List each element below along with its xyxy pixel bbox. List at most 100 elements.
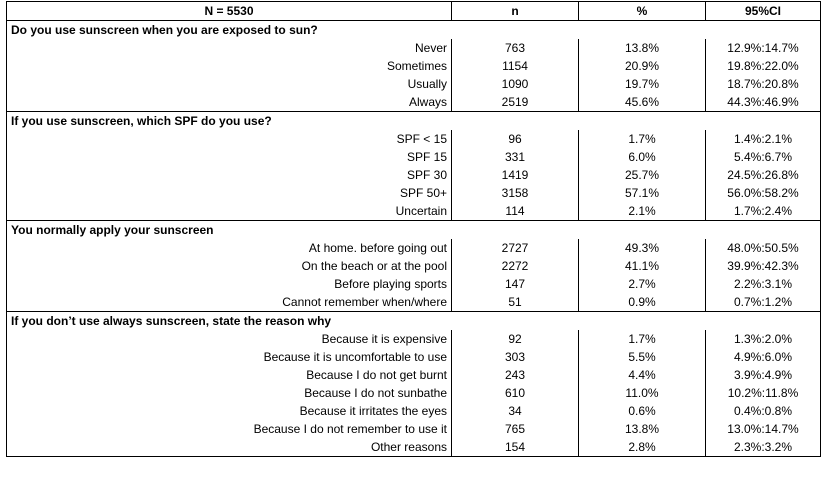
row-label: Because I do not get burnt xyxy=(6,366,452,384)
cell-percent: 11.0% xyxy=(578,384,706,402)
table-row: Uncertain 114 2.1% 1.7%:2.4% xyxy=(6,202,821,221)
cell-percent: 0.9% xyxy=(578,293,706,312)
cell-ci: 39.9%:42.3% xyxy=(705,257,821,275)
row-label: On the beach or at the pool xyxy=(6,257,452,275)
cell-percent: 13.8% xyxy=(578,39,706,57)
row-label: Other reasons xyxy=(6,438,452,457)
row-label: Uncertain xyxy=(6,202,452,221)
cell-n: 331 xyxy=(451,148,579,166)
row-label: Before playing sports xyxy=(6,275,452,293)
cell-percent: 1.7% xyxy=(578,130,706,148)
table-row: SPF 30 1419 25.7% 24.5%:26.8% xyxy=(6,166,821,184)
row-label: At home. before going out xyxy=(6,239,452,257)
cell-ci: 56.0%:58.2% xyxy=(705,184,821,202)
table-row: Because it is expensive 92 1.7% 1.3%:2.0% xyxy=(6,330,821,348)
cell-percent: 19.7% xyxy=(578,75,706,93)
cell-n: 1090 xyxy=(451,75,579,93)
cell-percent: 41.1% xyxy=(578,257,706,275)
cell-percent: 45.6% xyxy=(578,93,706,112)
cell-percent: 2.8% xyxy=(578,438,706,457)
cell-ci: 19.8%:22.0% xyxy=(705,57,821,75)
cell-n: 51 xyxy=(451,293,579,312)
row-label: SPF < 15 xyxy=(6,130,452,148)
cell-percent: 2.7% xyxy=(578,275,706,293)
row-label: SPF 50+ xyxy=(6,184,452,202)
row-label: Sometimes xyxy=(6,57,452,75)
cell-n: 243 xyxy=(451,366,579,384)
cell-ci: 5.4%:6.7% xyxy=(705,148,821,166)
cell-n: 610 xyxy=(451,384,579,402)
cell-percent: 1.7% xyxy=(578,330,706,348)
table-row: Before playing sports 147 2.7% 2.2%:3.1% xyxy=(6,275,821,293)
cell-percent: 57.1% xyxy=(578,184,706,202)
row-label: Because I do not remember to use it xyxy=(6,420,452,438)
survey-table: N = 5530 n % 95%CI Do you use sunscreen … xyxy=(6,1,821,457)
cell-percent: 6.0% xyxy=(578,148,706,166)
table-row: Cannot remember when/where 51 0.9% 0.7%:1.2… xyxy=(6,293,821,312)
cell-percent: 5.5% xyxy=(578,348,706,366)
cell-ci: 13.0%:14.7% xyxy=(705,420,821,438)
header-row: N = 5530 n % 95%CI xyxy=(6,1,821,21)
section-header-row: Do you use sunscreen when you are expose… xyxy=(6,20,821,39)
row-label: Never xyxy=(6,39,452,57)
cell-n: 765 xyxy=(451,420,579,438)
cell-n: 147 xyxy=(451,275,579,293)
cell-n: 114 xyxy=(451,202,579,221)
header-ci: 95%CI xyxy=(705,1,821,21)
cell-percent: 13.8% xyxy=(578,420,706,438)
row-label: Because it irritates the eyes xyxy=(6,402,452,420)
table-row: SPF 50+ 3158 57.1% 56.0%:58.2% xyxy=(6,184,821,202)
cell-ci: 48.0%:50.5% xyxy=(705,239,821,257)
table-row: Because it is uncomfortable to use 303 5.5… xyxy=(6,348,821,366)
cell-n: 2519 xyxy=(451,93,579,112)
cell-ci: 1.4%:2.1% xyxy=(705,130,821,148)
cell-ci: 0.4%:0.8% xyxy=(705,402,821,420)
cell-ci: 1.7%:2.4% xyxy=(705,202,821,221)
table-row: At home. before going out 2727 49.3% 48.0%:… xyxy=(6,239,821,257)
cell-n: 763 xyxy=(451,39,579,57)
cell-ci: 12.9%:14.7% xyxy=(705,39,821,57)
row-label: Cannot remember when/where xyxy=(6,293,452,312)
table-row: SPF 15 331 6.0% 5.4%:6.7% xyxy=(6,148,821,166)
cell-n: 2727 xyxy=(451,239,579,257)
cell-n: 1154 xyxy=(451,57,579,75)
row-label: SPF 15 xyxy=(6,148,452,166)
cell-ci: 10.2%:11.8% xyxy=(705,384,821,402)
cell-percent: 4.4% xyxy=(578,366,706,384)
cell-percent: 20.9% xyxy=(578,57,706,75)
section-title: If you use sunscreen, which SPF do you u… xyxy=(6,111,821,130)
cell-n: 2272 xyxy=(451,257,579,275)
cell-percent: 0.6% xyxy=(578,402,706,420)
cell-ci: 18.7%:20.8% xyxy=(705,75,821,93)
cell-percent: 49.3% xyxy=(578,239,706,257)
section-header-row: If you don’t use always sunscreen, state… xyxy=(6,311,821,330)
cell-ci: 2.2%:3.1% xyxy=(705,275,821,293)
section-title: You normally apply your sunscreen xyxy=(6,220,821,239)
table-body: Do you use sunscreen when you are expose… xyxy=(6,20,821,457)
cell-ci: 1.3%:2.0% xyxy=(705,330,821,348)
table-row: On the beach or at the pool 2272 41.1% 39.9… xyxy=(6,257,821,275)
cell-percent: 25.7% xyxy=(578,166,706,184)
section-header-row: You normally apply your sunscreen xyxy=(6,220,821,239)
row-label: Because it is expensive xyxy=(6,330,452,348)
cell-ci: 44.3%:46.9% xyxy=(705,93,821,112)
cell-n: 303 xyxy=(451,348,579,366)
section-header-row: If you use sunscreen, which SPF do you u… xyxy=(6,111,821,130)
table-row: Never 763 13.8% 12.9%:14.7% xyxy=(6,39,821,57)
table-wrapper: N = 5530 n % 95%CI Do you use sunscreen … xyxy=(6,1,821,457)
section-title: Do you use sunscreen when you are expose… xyxy=(6,20,821,39)
header-total: N = 5530 xyxy=(6,1,452,21)
table-row: Because I do not remember to use it 765 13… xyxy=(6,420,821,438)
table-row: Sometimes 1154 20.9% 19.8%:22.0% xyxy=(6,57,821,75)
section-title: If you don’t use always sunscreen, state… xyxy=(6,311,821,330)
cell-ci: 4.9%:6.0% xyxy=(705,348,821,366)
header-percent: % xyxy=(578,1,706,21)
cell-percent: 2.1% xyxy=(578,202,706,221)
cell-n: 96 xyxy=(451,130,579,148)
table-row: Always 2519 45.6% 44.3%:46.9% xyxy=(6,93,821,112)
table-row: Because it irritates the eyes 34 0.6% 0.4%:… xyxy=(6,402,821,420)
row-label: Because I do not sunbathe xyxy=(6,384,452,402)
table-row: SPF < 15 96 1.7% 1.4%:2.1% xyxy=(6,130,821,148)
cell-n: 154 xyxy=(451,438,579,457)
table-row: Usually 1090 19.7% 18.7%:20.8% xyxy=(6,75,821,93)
